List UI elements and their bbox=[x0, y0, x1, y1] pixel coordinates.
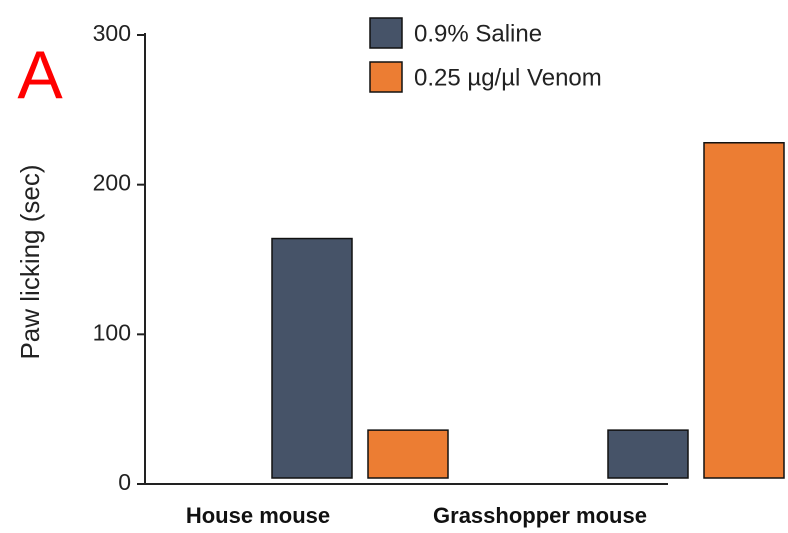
bar bbox=[703, 142, 785, 479]
y-tick-label: 300 bbox=[93, 20, 131, 46]
bar bbox=[607, 429, 689, 479]
legend-swatch bbox=[369, 17, 403, 49]
x-tick-label: House mouse bbox=[186, 503, 330, 528]
panel-label: A bbox=[17, 37, 63, 113]
legend-label: 0.25 µg/µl Venom bbox=[414, 64, 602, 91]
y-tick-label: 0 bbox=[118, 469, 131, 495]
y-tick-label: 100 bbox=[93, 319, 131, 345]
y-axis-label: Paw licking (sec) bbox=[15, 164, 45, 359]
legend-swatch bbox=[369, 61, 403, 93]
bar bbox=[367, 429, 449, 479]
y-tick-label: 200 bbox=[93, 170, 131, 196]
bar bbox=[271, 237, 353, 479]
legend-label: 0.9% Saline bbox=[414, 20, 542, 47]
x-tick-label: Grasshopper mouse bbox=[433, 503, 647, 528]
